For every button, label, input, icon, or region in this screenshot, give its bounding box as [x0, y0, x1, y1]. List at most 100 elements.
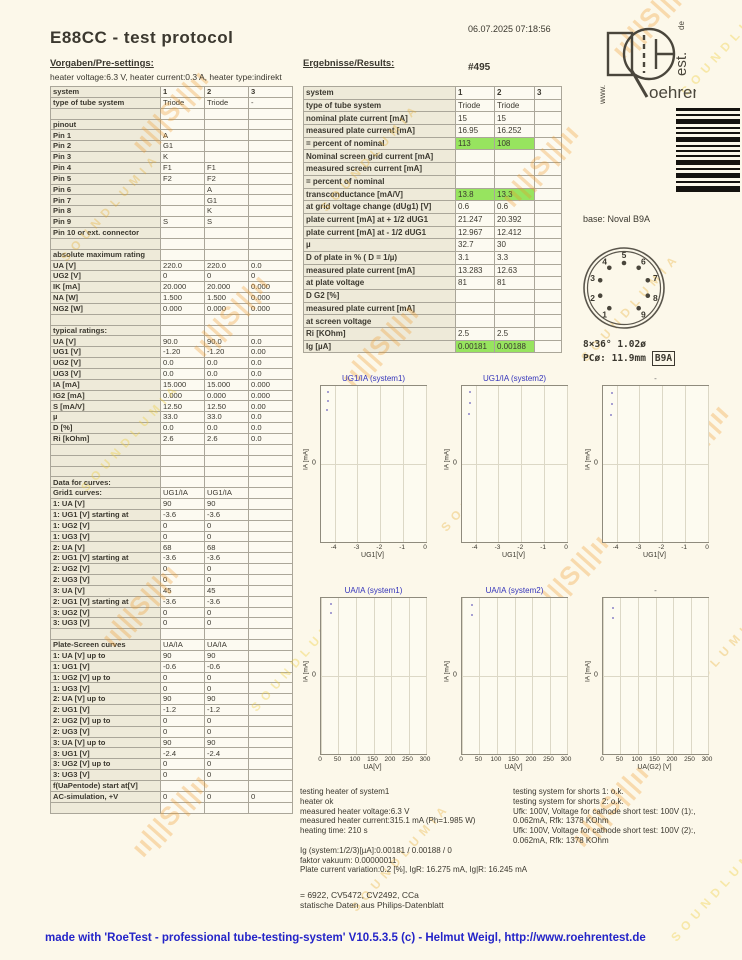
row-value [534, 276, 562, 290]
row-value [455, 289, 495, 303]
socket-inner-ring [586, 250, 662, 326]
table-row: Pin 5 F2 F2 [50, 172, 293, 185]
row-value [534, 136, 562, 151]
x-axis-label: UG1[V] [643, 552, 666, 559]
table-row: 3: UA [V] up to 90 90 [50, 736, 293, 749]
row-value: 13.283 [455, 263, 495, 278]
row-value: -2.4 [160, 747, 205, 760]
row-value: 0 [160, 617, 205, 630]
table-row: AC-simulation, +V 0 0 0 [50, 790, 293, 803]
row-label: UG2 [V] [50, 357, 161, 369]
row-value [534, 238, 562, 252]
notes-right: testing system for shorts 1: o.k. testing… [513, 787, 739, 846]
row-value: G1 [160, 140, 205, 153]
row-value [534, 174, 562, 189]
base-label: base: Noval B9A [583, 214, 651, 224]
row-label: D [%] [50, 422, 161, 434]
row-value [160, 476, 205, 489]
socket-tag: B9A [651, 351, 676, 366]
row-value [248, 205, 293, 218]
row-value: G1 [204, 194, 249, 207]
x-axis: 0 50 100 150 200 250 300 [600, 755, 712, 764]
notes-left: testing heater of system1 heater ok measur… [300, 787, 527, 875]
row-value [204, 129, 249, 142]
row-label: = percent of nominal [303, 136, 456, 151]
row-value: 81 [494, 276, 535, 290]
barcode [676, 108, 740, 192]
row-value [248, 747, 293, 760]
gridline-v [426, 386, 427, 542]
row-value: 0 [204, 617, 249, 630]
row-value: 2.6 [160, 433, 205, 445]
table-row: type of tube system Triode Triode - [50, 96, 293, 109]
row-label: Ri [kOhm] [50, 433, 161, 445]
table-row: NG2 [W] 0.000 0.000 0.000 [50, 302, 293, 315]
table-row: D of plate in % ( D = 1/µ) 3.1 3.3 [303, 250, 562, 265]
row-value [160, 465, 205, 478]
table-row: 1: UG1 [V] -0.6 -0.6 [50, 660, 293, 673]
row-value [248, 226, 293, 239]
table-row: 2: UG3 [V] 0 0 [50, 725, 293, 738]
row-value [534, 149, 562, 164]
row-label [50, 628, 161, 641]
note-line: Ufk: 100V, Voltage for cathode short tes… [513, 826, 696, 836]
socket-pin-number: 8 [653, 293, 658, 303]
row-value: 20.000 [160, 281, 205, 294]
row-value [248, 769, 293, 781]
table-row [50, 443, 293, 456]
row-value: 0.000 [160, 389, 205, 402]
row-value [534, 339, 562, 354]
row-value: 15.000 [160, 378, 205, 391]
row-value: 20.000 [204, 281, 249, 294]
table-row: Pin 8 K [50, 205, 293, 218]
row-value: 0.0 [248, 433, 293, 445]
row-value: S [204, 216, 249, 228]
x-axis-tick: 50 [474, 756, 483, 763]
row-value [248, 714, 293, 727]
row-label: Pin 8 [50, 205, 161, 218]
row-value [248, 248, 293, 261]
data-point [469, 401, 472, 404]
row-value [160, 780, 205, 792]
row-label: D G2 [%] [303, 289, 456, 303]
gridline-v [567, 598, 568, 754]
page-title: E88CC - test protocol [50, 28, 234, 47]
row-value [248, 639, 293, 651]
row-label [50, 801, 161, 814]
x-axis-tick: 0 [564, 544, 568, 551]
row-value: 90 [204, 649, 249, 662]
x-axis-tick: 150 [367, 756, 378, 763]
row-value: 0.00 [248, 400, 293, 413]
socket-pin-number: 6 [641, 256, 646, 266]
row-value: K [160, 151, 205, 163]
gridline-v [708, 386, 709, 542]
note-line: measured heater voltage:6.3 V [300, 806, 410, 816]
row-value: 0 [204, 790, 249, 803]
row-value: 1.500 [204, 292, 249, 304]
row-label: Pin 9 [50, 216, 161, 228]
row-label: UA [V] [50, 335, 161, 348]
row-label: Pin 1 [50, 129, 161, 142]
socket-pin-dot [636, 305, 641, 311]
row-value [248, 216, 293, 228]
y-axis-tick: 0 [453, 671, 457, 679]
footer-link[interactable]: made with 'RoeTest - professional tube-t… [45, 932, 646, 944]
row-value: -0.6 [160, 660, 205, 673]
row-value: 33.0 [204, 411, 249, 424]
row-value [248, 606, 293, 619]
table-row: 2: UG1 [V] starting at -3.6 -3.6 [50, 552, 293, 565]
row-value [248, 617, 293, 630]
chart-title: UA/IA (system2) [485, 586, 544, 595]
note-line: testing system for shorts 1: o.k. [513, 787, 624, 796]
table-row: UG1 [V] -1.20 -1.20 0.00 [50, 346, 293, 359]
x-axis-tick: 200 [384, 756, 396, 763]
row-label: system [50, 86, 161, 98]
row-value [248, 487, 293, 500]
x-axis: -4 -3 -2 -1 0 [320, 543, 427, 552]
row-value: A [204, 183, 249, 196]
row-value: 0 [160, 573, 205, 586]
serial-number: #495 [468, 62, 491, 73]
row-value: 0.0 [160, 367, 205, 380]
row-value: -3.6 [160, 552, 205, 565]
